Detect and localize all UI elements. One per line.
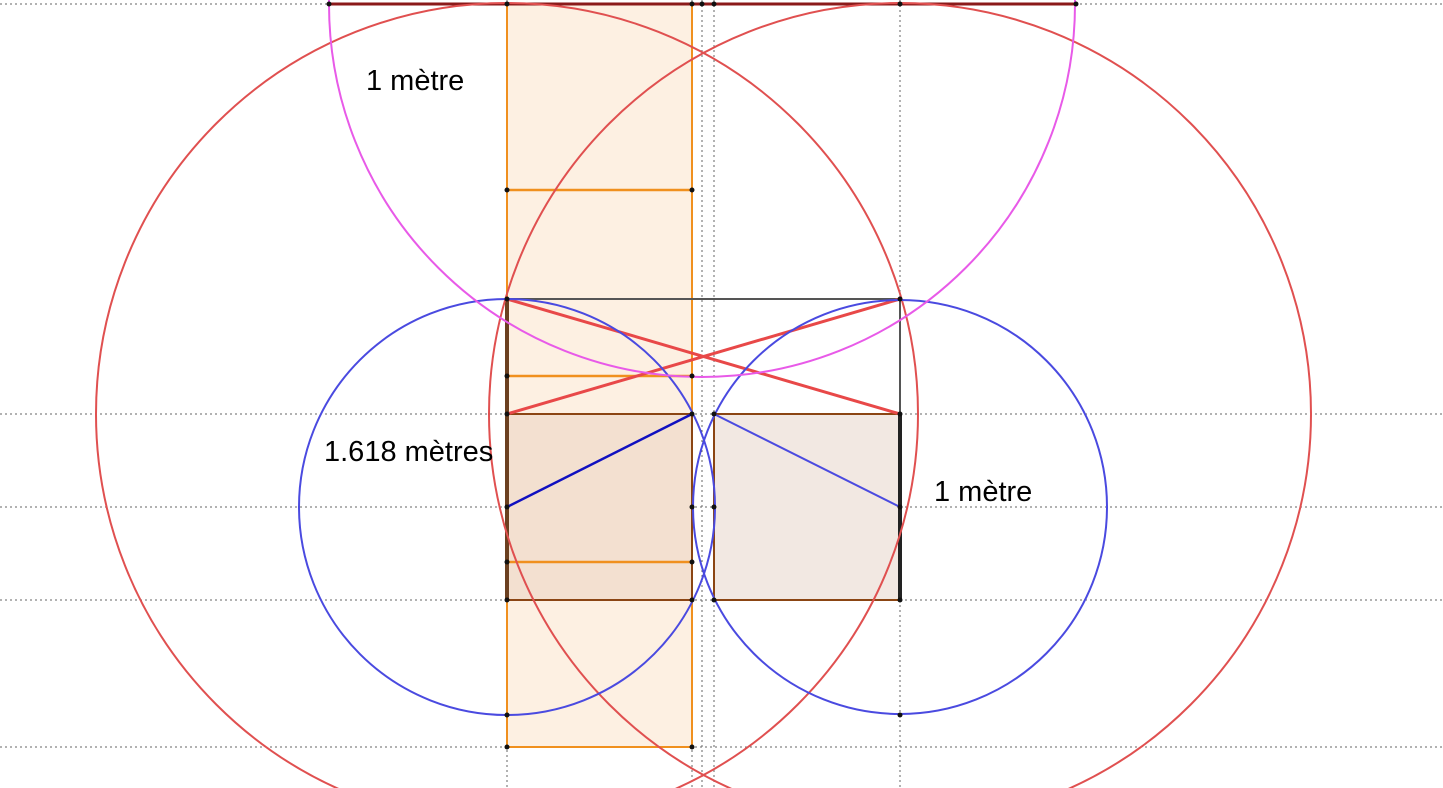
construction-point [897, 1, 903, 7]
construction-point [897, 296, 903, 302]
construction-point [711, 411, 717, 417]
construction-point [689, 1, 695, 7]
construction-point [504, 597, 510, 603]
construction-point [689, 597, 695, 603]
construction-point [689, 187, 695, 193]
construction-point [711, 597, 717, 603]
construction-point [504, 373, 510, 379]
left-square [506, 413, 693, 601]
construction-point [504, 559, 510, 565]
construction-point [504, 296, 510, 302]
right-square [713, 413, 901, 601]
label-1618-metres: 1.618 mètres [324, 436, 494, 468]
construction-point [689, 744, 695, 750]
construction-point [689, 373, 695, 379]
construction-point [689, 504, 695, 510]
construction-point [689, 559, 695, 565]
construction-point [699, 1, 705, 7]
construction-point [504, 712, 510, 718]
construction-point [689, 411, 695, 417]
construction-point [897, 712, 903, 718]
construction-point [326, 1, 332, 7]
construction-point [504, 504, 510, 510]
blue-diagonal [713, 413, 901, 508]
construction-point [711, 1, 717, 7]
construction-point [504, 411, 510, 417]
construction-point [897, 411, 903, 417]
blue-diagonal [506, 412, 693, 509]
label-top-1-metre: 1 mètre [366, 65, 465, 97]
orange-divisions [507, 188, 692, 564]
construction-point [897, 597, 903, 603]
construction-point [504, 744, 510, 750]
construction-point [504, 1, 510, 7]
red-diagonal [506, 297, 901, 416]
label-right-1-metre: 1 mètre [934, 476, 1033, 508]
construction-point [504, 187, 510, 193]
construction-point [1073, 1, 1079, 7]
construction-point [897, 504, 903, 510]
points [326, 1, 1079, 750]
construction-point [711, 504, 717, 510]
